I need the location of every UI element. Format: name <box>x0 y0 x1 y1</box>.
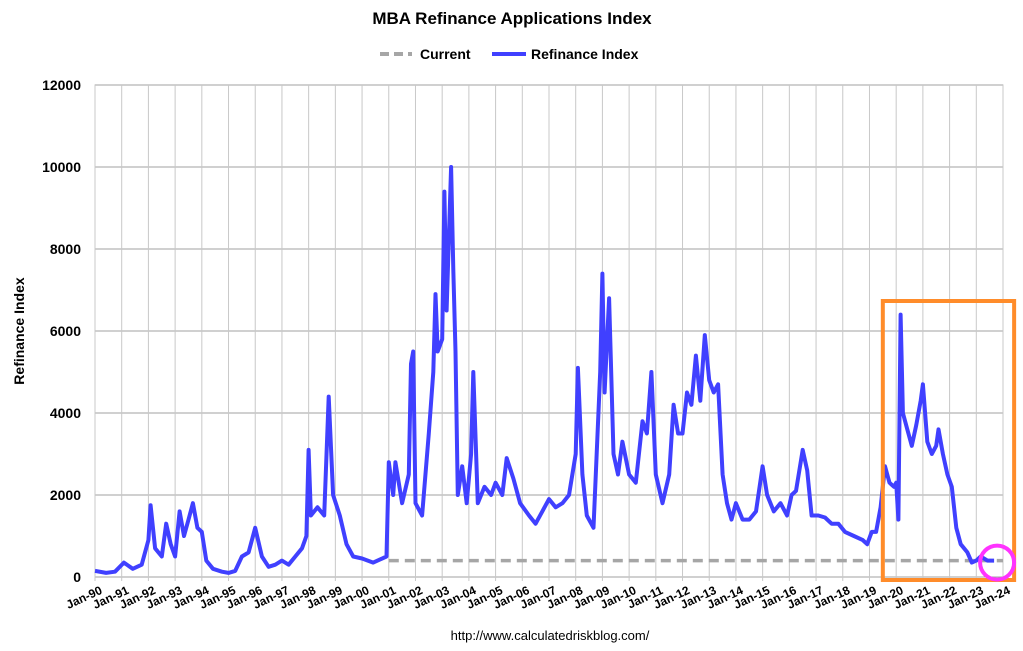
legend-label-refinance: Refinance Index <box>531 46 639 62</box>
y-tick-label: 12000 <box>42 77 81 93</box>
series-line-refinance-index <box>94 165 995 575</box>
legend: Current Refinance Index <box>380 46 639 62</box>
source-url: http://www.calculatedriskblog.com/ <box>451 628 650 643</box>
highlight-circle <box>978 543 1017 582</box>
y-tick-label: 10000 <box>42 159 81 175</box>
y-tick-label: 8000 <box>50 241 81 257</box>
chart-title: MBA Refinance Applications Index <box>372 9 652 28</box>
y-tick-label: 6000 <box>50 323 81 339</box>
legend-label-current: Current <box>420 46 471 62</box>
y-tick-label: 2000 <box>50 487 81 503</box>
highlight-box <box>880 299 1017 582</box>
y-tick-label: 4000 <box>50 405 81 421</box>
y-axis-label: Refinance Index <box>11 277 27 385</box>
y-tick-label: 0 <box>73 569 81 585</box>
